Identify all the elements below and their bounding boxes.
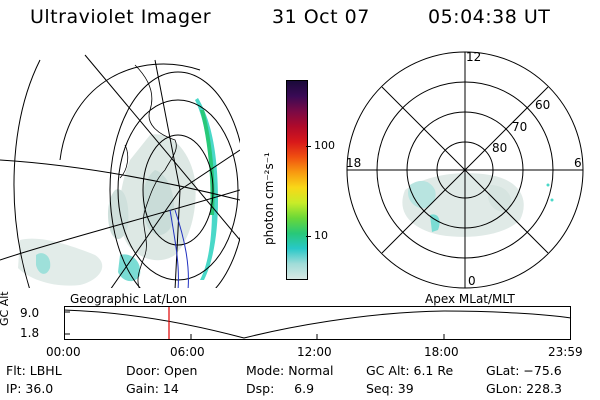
gc-alt-info: GC Alt: 6.1 Re [366,363,454,378]
glat-info: GLat: −75.6 [486,363,562,378]
aurora-emission [18,98,218,286]
altitude-ytick-min: 1.8 [20,326,40,340]
seq-info: Seq: 39 [366,381,414,396]
mlt-label-0: 0 [468,274,476,288]
colorbar-tick-10 [306,236,311,237]
colorbar-label-100: 100 [314,139,335,152]
mlt-label-12: 12 [466,50,482,64]
xtick-1200: 12:00 [297,345,332,359]
altitude-ylabel: GC Alt [0,291,11,326]
gain-info: Gain: 14 [126,381,179,396]
geographic-label: Geographic Lat/Lon [70,292,188,306]
mode-info: Mode: Normal [246,363,334,378]
filter-info: Flt: LBHL [6,363,62,378]
mlat-label-80: 80 [492,141,508,155]
mlat-label-60: 60 [535,98,551,112]
xtick-2359: 23:59 [548,345,583,359]
colorbar-tick-100 [306,146,311,147]
glon-info: GLon: 228.3 [486,381,562,396]
ip-info: IP: 36.0 [6,381,54,396]
colorbar-unit-label: photon cm⁻²s⁻¹ [262,152,276,245]
observation-date: 31 Oct 07 [272,6,370,28]
mlt-label-6: 6 [574,156,582,170]
colorbar-label-10: 10 [314,229,328,242]
geographic-map [0,54,240,288]
xtick-0600: 06:00 [170,345,205,359]
xtick-1800: 18:00 [424,345,459,359]
mlt-label-18: 18 [346,156,362,170]
xtick-0000: 00:00 [46,345,81,359]
dsp-info: Dsp: 6.9 [246,381,315,396]
app-title: Ultraviolet Imager [30,6,212,28]
observation-time: 05:04:38 UT [428,6,551,28]
colorbar [286,80,308,280]
mlat-label-70: 70 [512,120,528,134]
apex-label: Apex MLat/MLT [425,292,515,306]
door-info: Door: Open [126,363,198,378]
altitude-track [64,306,572,340]
polar-plot [346,51,584,289]
altitude-ytick-max: 9.0 [20,306,40,320]
